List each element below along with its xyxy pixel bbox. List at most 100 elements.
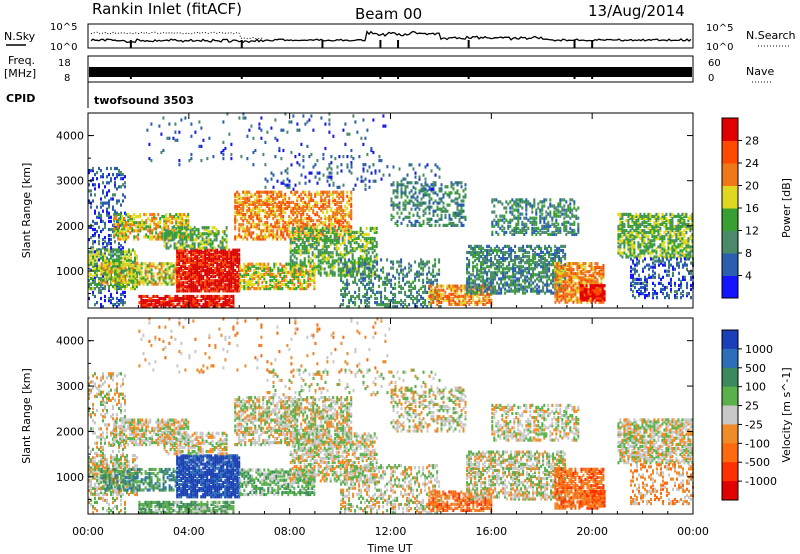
power-cell xyxy=(440,209,443,213)
power-cell xyxy=(190,250,193,254)
power-cell xyxy=(460,211,463,215)
power-cell xyxy=(122,252,124,256)
power-cell xyxy=(246,198,249,202)
power-cell xyxy=(268,229,271,233)
power-cell xyxy=(269,280,272,285)
power-cell xyxy=(288,202,291,206)
power-cell xyxy=(234,281,237,285)
power-cell xyxy=(446,284,449,288)
power-cell xyxy=(116,166,118,171)
power-cell xyxy=(448,193,451,197)
power-cell xyxy=(110,294,112,299)
power-cell xyxy=(307,238,310,243)
power-cell xyxy=(122,276,125,280)
noise-right-tick-top: 10^5 xyxy=(706,23,733,34)
power-cell xyxy=(462,195,465,199)
power-cell xyxy=(361,259,364,263)
power-cell xyxy=(110,234,112,238)
power-cell xyxy=(181,232,184,236)
power-cell xyxy=(284,194,287,198)
power-cell xyxy=(174,264,177,268)
power-cell xyxy=(210,271,213,275)
power-cell xyxy=(420,303,423,307)
power-cell xyxy=(113,213,116,217)
power-cell xyxy=(140,294,143,299)
power-cell xyxy=(394,276,397,280)
power-cell xyxy=(352,294,355,299)
power-cell xyxy=(308,200,311,204)
power-cell xyxy=(128,262,131,266)
power-cell xyxy=(127,213,130,217)
power-cell xyxy=(460,203,463,207)
power-cell xyxy=(243,278,246,283)
power-cell xyxy=(354,296,357,301)
power-cell xyxy=(373,249,376,253)
power-cell xyxy=(324,198,327,202)
power-cell xyxy=(167,236,170,240)
power-cell xyxy=(104,280,107,284)
power-cell xyxy=(175,242,178,246)
power-cell xyxy=(323,249,326,253)
power-cell xyxy=(394,305,397,309)
power-cell xyxy=(452,187,455,191)
power-cell xyxy=(126,285,128,289)
power-cell xyxy=(205,232,208,236)
power-cell xyxy=(281,270,284,274)
power-cell xyxy=(172,282,175,286)
power-cell xyxy=(470,273,473,277)
power-cell xyxy=(296,219,299,223)
power-cell xyxy=(176,248,179,252)
power-cell xyxy=(319,249,322,253)
power-cell xyxy=(174,272,177,276)
power-cell xyxy=(432,264,435,268)
power-cell xyxy=(506,271,509,275)
power-cell xyxy=(344,288,347,292)
power-cell xyxy=(162,303,165,307)
power-cell xyxy=(414,260,417,264)
power-cell xyxy=(163,234,166,238)
power-cell xyxy=(369,238,372,243)
power-cell xyxy=(286,227,289,231)
power-cell xyxy=(203,242,206,246)
power-cell xyxy=(92,250,94,254)
power-cell xyxy=(142,305,145,309)
power-cell xyxy=(482,257,485,261)
power-cell xyxy=(474,255,477,259)
power-cell xyxy=(242,237,245,241)
power-cell xyxy=(159,231,162,235)
power-cell xyxy=(296,221,299,225)
power-cell xyxy=(173,246,176,250)
power-cell xyxy=(358,305,361,309)
power-cell xyxy=(422,296,425,301)
power-cell xyxy=(287,270,290,274)
power-cell xyxy=(127,219,130,223)
power-cell xyxy=(258,202,261,206)
power-cell xyxy=(236,258,239,262)
power-cell xyxy=(272,211,275,215)
power-cell xyxy=(100,213,102,217)
power-cell xyxy=(440,189,443,193)
power-cell xyxy=(182,296,185,301)
power-cell xyxy=(165,232,168,236)
power-cell xyxy=(138,294,141,299)
power-cell xyxy=(325,257,328,261)
power-cell xyxy=(163,236,166,240)
power-cell xyxy=(468,259,471,263)
power-cell xyxy=(303,251,306,255)
power-cell xyxy=(351,238,354,243)
power-cell xyxy=(190,289,193,293)
power-cell xyxy=(349,271,352,275)
power-cell xyxy=(234,200,237,204)
power-cell xyxy=(458,286,461,290)
power-cell xyxy=(362,294,365,299)
power-cell xyxy=(150,282,153,286)
power-cell xyxy=(133,235,136,239)
power-cell xyxy=(436,294,439,298)
power-cell xyxy=(206,256,209,260)
power-cell xyxy=(232,252,235,256)
power-cell xyxy=(199,232,202,236)
power-cell xyxy=(414,219,417,223)
power-cell xyxy=(172,296,175,301)
power-cell xyxy=(272,196,275,200)
power-cell xyxy=(200,248,203,252)
